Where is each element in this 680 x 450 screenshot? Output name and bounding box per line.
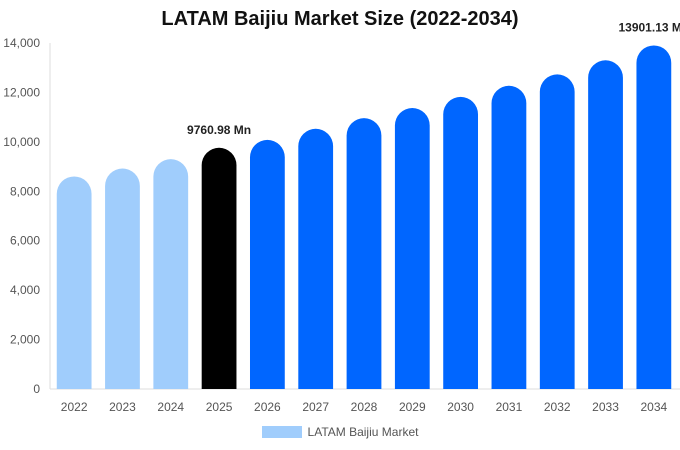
bar-2022 <box>56 176 92 389</box>
x-tick-label: 2034 <box>640 400 667 414</box>
x-tick-label: 2031 <box>496 400 523 414</box>
x-tick-label: 2027 <box>302 400 329 414</box>
x-tick-label: 2030 <box>447 400 474 414</box>
y-tick-label: 8,000 <box>10 184 40 198</box>
chart-title: LATAM Baijiu Market Size (2022-2034) <box>161 8 519 30</box>
bar-2026 <box>249 139 285 389</box>
y-tick-label: 14,000 <box>3 36 40 50</box>
y-tick-label: 0 <box>33 382 40 396</box>
axes: 0 2,000 4,000 6,000 8,000 10,000 12,000 14,000 2… <box>3 36 680 414</box>
labels: 9760.98 Mn 13901.13 Mn <box>187 20 680 136</box>
bar-2027 <box>298 128 334 389</box>
x-tick-label: 2026 <box>254 400 281 414</box>
y-tick-label: 6,000 <box>10 234 40 248</box>
y-tick-label: 2,000 <box>10 333 40 347</box>
bar-2031 <box>491 85 527 390</box>
x-tick-label: 2022 <box>61 400 88 414</box>
bar-2023 <box>105 168 140 389</box>
x-tick-label: 2028 <box>351 400 378 414</box>
data-label: 13901.13 Mn <box>618 20 680 34</box>
x-tick-label: 2025 <box>206 400 233 414</box>
bar-2025 <box>201 147 237 389</box>
bar-2028 <box>346 118 382 390</box>
x-tick-label: 2024 <box>157 400 184 414</box>
legend-label: LATAM Baijiu Market <box>307 425 419 439</box>
data-label: 9760.98 Mn <box>187 123 251 137</box>
bar-2030 <box>443 96 479 389</box>
x-tick-label: 2032 <box>544 400 571 414</box>
y-tick-label: 10,000 <box>3 135 40 149</box>
x-tick-label: 2033 <box>592 400 619 414</box>
x-tick-label: 2029 <box>399 400 426 414</box>
bar-2032 <box>539 74 575 389</box>
legend-swatch <box>261 426 302 438</box>
bar-2029 <box>394 108 430 390</box>
bar-2024 <box>153 159 189 389</box>
x-tick-label: 2023 <box>109 400 136 414</box>
bar-2034 <box>636 45 672 390</box>
y-tick-label: 12,000 <box>3 85 40 99</box>
bars <box>56 45 672 390</box>
y-tick-label: 4,000 <box>10 283 40 297</box>
bar-2033 <box>588 60 623 390</box>
legend: LATAM Baijiu Market <box>0 425 680 439</box>
